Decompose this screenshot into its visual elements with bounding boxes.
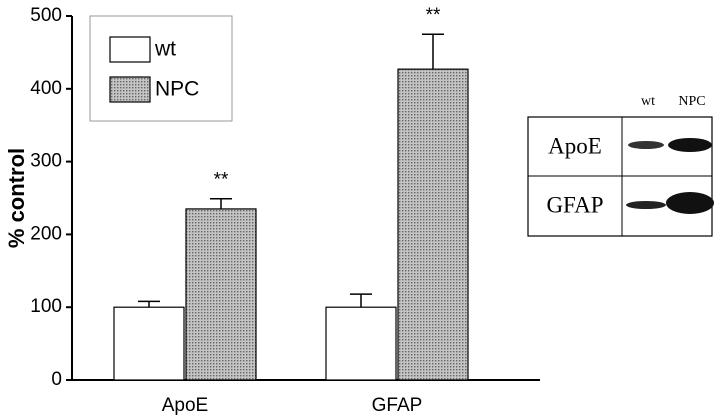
y-tick-label: 0 (51, 369, 62, 390)
blot-band (668, 138, 712, 152)
y-tick-label: 300 (30, 151, 62, 172)
legend-frame (89, 15, 233, 122)
bar (325, 306, 397, 381)
x-tick-label: ApoE (162, 395, 208, 416)
bar (397, 68, 469, 381)
legend-label: wt (154, 38, 176, 61)
bar (113, 306, 185, 381)
significance-label: ** (214, 170, 229, 191)
blot-row-label: GFAP (546, 192, 603, 217)
y-tick-label: 100 (30, 296, 62, 317)
x-tick-label: GFAP (372, 395, 423, 416)
blot-band (626, 201, 666, 209)
blot-band (666, 192, 714, 214)
significance-label: ** (426, 5, 441, 26)
y-tick-label: 500 (30, 5, 62, 26)
blot-row-label: ApoE (548, 133, 602, 158)
blot-inset: wt NPC ApoE GFAP (527, 94, 714, 237)
y-axis-label: % control (4, 148, 29, 248)
blot-column-label: NPC (678, 94, 705, 109)
bar (185, 208, 257, 381)
y-tick-label: 400 (30, 78, 62, 99)
y-tick-label: 200 (30, 223, 62, 244)
legend-swatch (109, 36, 151, 63)
blot-column-label: wt (641, 94, 655, 109)
blot-band (628, 141, 664, 149)
legend-label: NPC (155, 78, 199, 101)
legend-swatch (109, 76, 151, 103)
